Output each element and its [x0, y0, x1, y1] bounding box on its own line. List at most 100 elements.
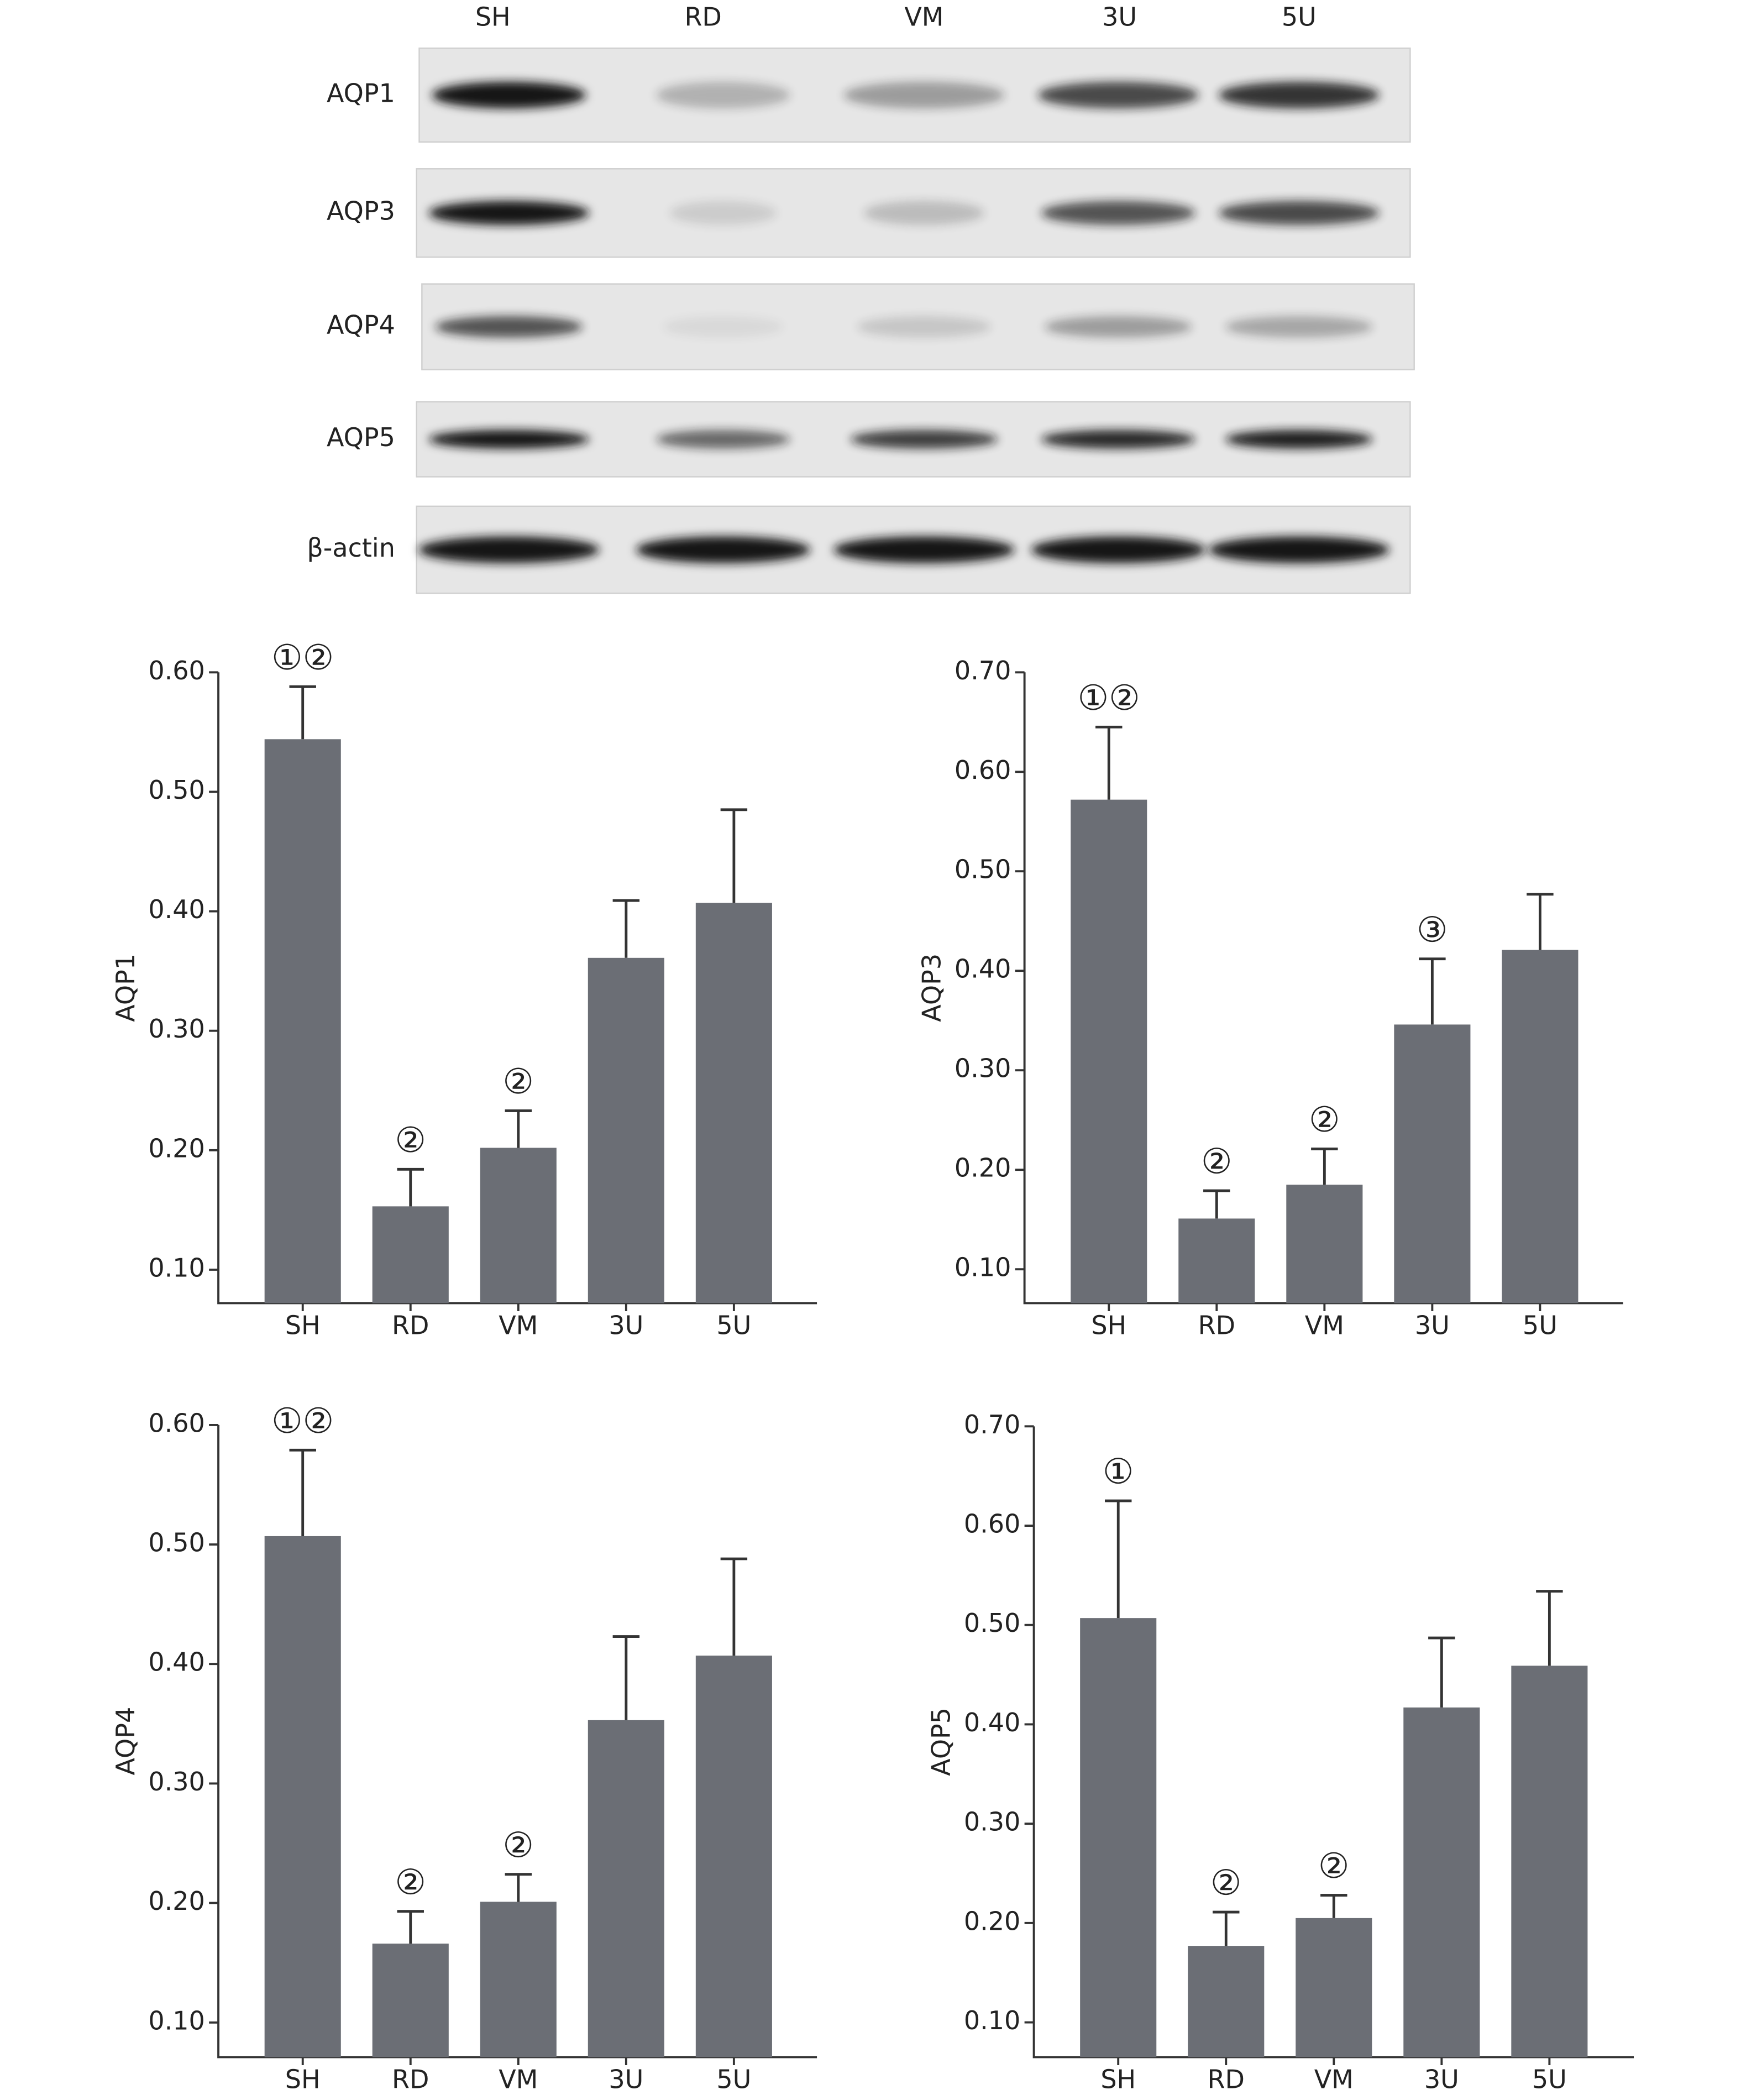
blot-band [435, 316, 583, 338]
bar [480, 1148, 557, 1303]
y-tick-label: 0.10 [955, 1253, 1011, 1282]
error-bar [1095, 725, 1123, 800]
y-axis-title: AQP3 [916, 954, 946, 1022]
error-bar [289, 685, 316, 740]
blot-band [1208, 536, 1389, 563]
blot-row-label: AQP4 [327, 310, 395, 340]
blot-band [656, 430, 790, 449]
error-bar [1213, 1910, 1240, 1946]
bar [372, 1206, 449, 1303]
significance-marker: ② [1309, 1099, 1340, 1140]
error-bar [1536, 1590, 1563, 1666]
error-bar [720, 1557, 748, 1656]
error-bar [1419, 957, 1446, 1025]
y-tick-label: 0.20 [955, 1153, 1011, 1183]
y-tick-label: 0.20 [964, 1906, 1020, 1936]
blot-band [1225, 316, 1373, 338]
significance-marker: ② [1318, 1846, 1349, 1886]
error-bar [1320, 1894, 1347, 1918]
bar [1511, 1666, 1588, 2057]
bar [1071, 799, 1147, 1303]
significance-marker: ② [1210, 1863, 1241, 1903]
x-tick-label: RD [392, 1311, 429, 1340]
significance-marker: ② [395, 1120, 426, 1160]
bar [1080, 1618, 1157, 2057]
significance-marker: ①② [1078, 678, 1140, 718]
y-tick-label: 0.40 [964, 1708, 1020, 1737]
bar [372, 1944, 449, 2057]
bar [1296, 1918, 1372, 2057]
y-tick-label: 0.60 [148, 656, 204, 685]
bar [480, 1902, 557, 2057]
blot-row-label: AQP5 [327, 422, 395, 452]
y-tick-label: 0.60 [955, 755, 1011, 785]
bar [1502, 950, 1579, 1303]
bar [1394, 1024, 1471, 1303]
significance-marker: ①② [271, 637, 334, 678]
x-tick-label: 5U [716, 2065, 751, 2094]
y-tick-label: 0.30 [148, 1767, 204, 1797]
significance-marker: ② [395, 1862, 426, 1902]
blot-band [1041, 430, 1195, 449]
blot-band [843, 81, 1005, 109]
blot-band [432, 81, 586, 109]
y-tick-label: 0.30 [148, 1014, 204, 1044]
y-tick-label: 0.10 [964, 2005, 1020, 2035]
bar [695, 903, 772, 1303]
blot-band [636, 536, 810, 563]
y-tick-label: 0.30 [964, 1807, 1020, 1837]
lane-label: SH [475, 2, 511, 32]
significance-marker: ③ [1417, 909, 1448, 950]
y-tick-label: 0.60 [148, 1408, 204, 1438]
blot-band [418, 536, 600, 563]
bar [1403, 1707, 1480, 2057]
y-tick-label: 0.50 [955, 855, 1011, 884]
y-tick-label: 0.20 [148, 1133, 204, 1163]
y-axis-title: AQP1 [111, 954, 140, 1022]
x-tick-label: RD [1208, 2065, 1245, 2094]
blot-row-label: β-actin [307, 533, 395, 563]
axis-line [1023, 672, 1623, 1305]
blot-band [1044, 316, 1192, 338]
y-tick-label: 0.50 [148, 1528, 204, 1558]
y-tick-label: 0.40 [148, 1647, 204, 1677]
y-tick-label: 0.10 [148, 1253, 204, 1282]
y-tick-label: 0.40 [148, 894, 204, 924]
x-tick-label: 5U [1532, 2065, 1567, 2094]
bar [588, 1720, 664, 2057]
significance-marker: ② [503, 1061, 534, 1102]
blot-band [863, 201, 984, 226]
x-tick-label: 3U [609, 2065, 643, 2094]
y-tick-label: 0.60 [964, 1509, 1020, 1539]
x-tick-label: SH [285, 1311, 321, 1340]
error-bar [505, 1109, 532, 1148]
x-tick-label: RD [392, 2065, 429, 2094]
x-tick-label: 3U [1424, 2065, 1459, 2094]
bar [695, 1656, 772, 2057]
error-bar [397, 1910, 424, 1944]
y-tick-label: 0.50 [964, 1608, 1020, 1638]
significance-marker: ② [503, 1825, 534, 1865]
bar [264, 739, 341, 1303]
blot-band [1218, 81, 1380, 109]
blot-band [1031, 536, 1205, 563]
bar [588, 957, 664, 1303]
y-axis-title: AQP5 [926, 1708, 956, 1776]
error-bar [1104, 1499, 1132, 1619]
bar [264, 1536, 341, 2057]
significance-marker: ② [1201, 1141, 1232, 1182]
blot-band [656, 81, 790, 109]
x-tick-label: VM [1314, 2065, 1354, 2094]
y-tick-label: 0.40 [955, 954, 1011, 984]
y-axis-title: AQP4 [111, 1707, 140, 1776]
error-bar [1428, 1636, 1455, 1708]
significance-marker: ① [1103, 1452, 1134, 1492]
lane-label: 3U [1102, 2, 1137, 32]
y-tick-label: 0.50 [148, 775, 204, 805]
error-bar [720, 808, 748, 903]
axis-line [217, 672, 817, 1305]
bar [1178, 1218, 1255, 1303]
blot-band [833, 536, 1015, 563]
